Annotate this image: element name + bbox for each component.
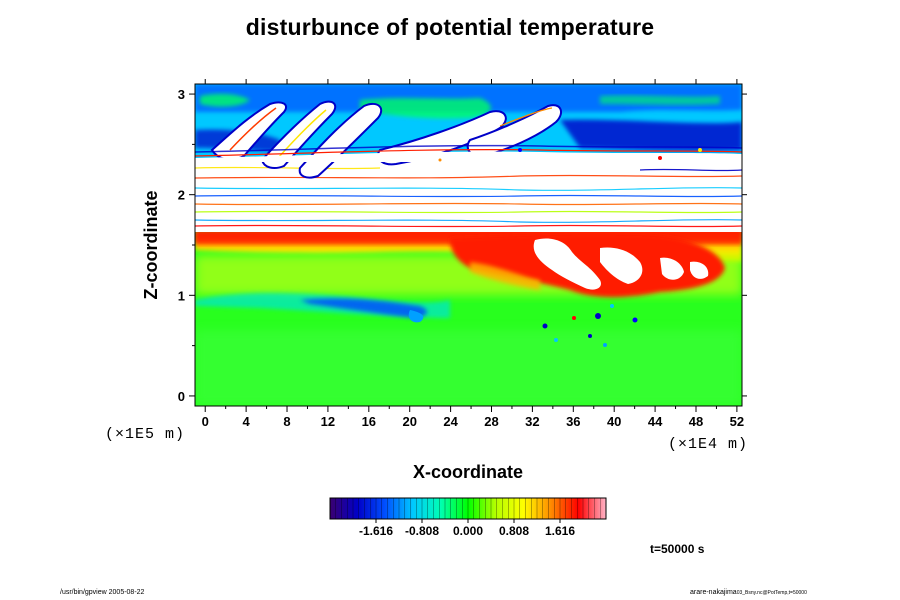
footer-right-sub: 03_Bsny.nc@PotTemp,t=50000 [736,590,807,596]
chart-title: disturbunce of potential temperature [245,14,655,40]
footer-left: /usr/bin/gpview 2005-08-22 [60,589,145,596]
colorbar-tick-label: 1.616 [545,524,575,538]
y-tick-label: 0 [178,389,185,404]
x-tick-label: 0 [202,414,209,429]
x-tick-label: 28 [484,414,498,429]
footer-right-main: arare-nakajima [690,589,737,596]
colorbar-tick-label: 0.808 [499,524,529,538]
colorbar: -1.616 -0.808 0.000 0.808 1.616 [329,497,607,538]
y-tick-label: 2 [178,188,185,203]
x-tick-label: 24 [443,414,458,429]
x-tick-label: 4 [243,414,251,429]
time-label: t=50000 s [650,542,705,556]
x-tick-label: 52 [730,414,744,429]
colorbar-tick-label: -0.808 [405,524,439,538]
colorbar-tick-label: 0.000 [453,524,483,538]
footer-right: arare-nakajima03_Bsny.nc@PotTemp,t=50000 [690,589,807,596]
y-tick-label: 1 [178,288,185,303]
colorbar-tick-label: -1.616 [359,524,393,538]
x-tick-label: 32 [525,414,539,429]
x-axis-ticks: 0 4 8 12 16 20 24 28 32 36 40 44 48 52 [202,79,744,429]
x-tick-label: 20 [402,414,416,429]
x-axis-title: X-coordinate [413,462,523,482]
x-tick-label: 40 [607,414,621,429]
y-axis-ticks: 0 1 2 3 [178,87,747,404]
heatmap-field [195,84,742,406]
x-tick-label: 48 [689,414,703,429]
y-axis-unit: (×1E5 m) [105,426,185,443]
x-axis-unit: (×1E4 m) [668,436,748,453]
x-tick-label: 36 [566,414,580,429]
x-tick-label: 8 [283,414,290,429]
x-tick-label: 16 [362,414,376,429]
x-tick-label: 12 [321,414,335,429]
y-tick-label: 3 [178,87,185,102]
x-tick-label: 44 [648,414,663,429]
y-axis-title: Z-coordinate [141,190,161,299]
